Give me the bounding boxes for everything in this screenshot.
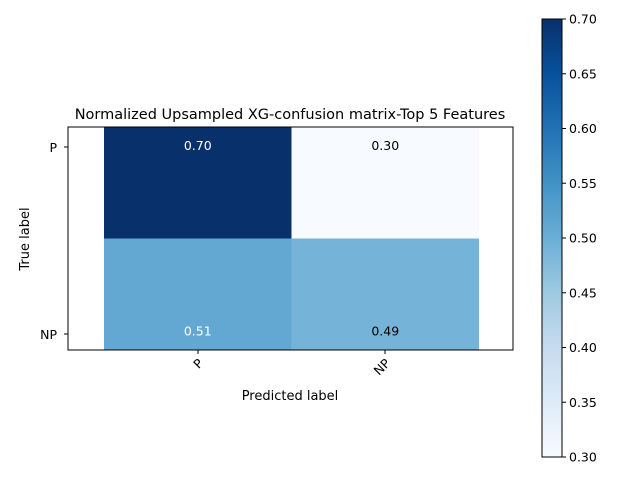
- cell-value-label: 0.70: [184, 138, 212, 153]
- colorbar-tick-label: 0.40: [569, 340, 597, 355]
- cell-value-label: 0.51: [184, 324, 212, 339]
- heatmap-cell: [291, 127, 479, 239]
- x-tick-label: P: [190, 355, 206, 371]
- colorbar-tick-label: 0.50: [569, 231, 597, 246]
- y-tick-label: P: [49, 140, 57, 155]
- x-axis-label: Predicted label: [242, 389, 339, 404]
- y-tick-label: NP: [40, 327, 57, 342]
- heatmap-cells: 0.70 0.30 0.51 0.49: [104, 127, 479, 350]
- colorbar-tick-label: 0.70: [569, 12, 597, 27]
- colorbar-tick-label: 0.60: [569, 121, 597, 136]
- y-axis-label: True label: [18, 207, 33, 271]
- heatmap-cell: [104, 238, 292, 350]
- colorbar-tick-label: 0.45: [569, 285, 597, 300]
- chart-title: Normalized Upsampled XG-confusion matrix…: [75, 107, 506, 123]
- cell-value-label: 0.30: [371, 138, 399, 153]
- heatmap-cell: [104, 127, 292, 239]
- colorbar: [541, 18, 563, 458]
- heatmap-cell: [291, 238, 479, 350]
- colorbar-tick-label: 0.35: [569, 395, 597, 410]
- colorbar-ticks: 0.30 0.35 0.40 0.45 0.50 0.55 0.60 0.65 0.70: [562, 12, 597, 465]
- plot-frame: [67, 126, 514, 351]
- colorbar-tick-label: 0.65: [569, 66, 597, 81]
- cell-value-label: 0.49: [371, 324, 399, 339]
- x-tick-label: NP: [371, 355, 394, 378]
- colorbar-tick-label: 0.30: [569, 450, 597, 465]
- colorbar-tick-label: 0.55: [569, 176, 597, 191]
